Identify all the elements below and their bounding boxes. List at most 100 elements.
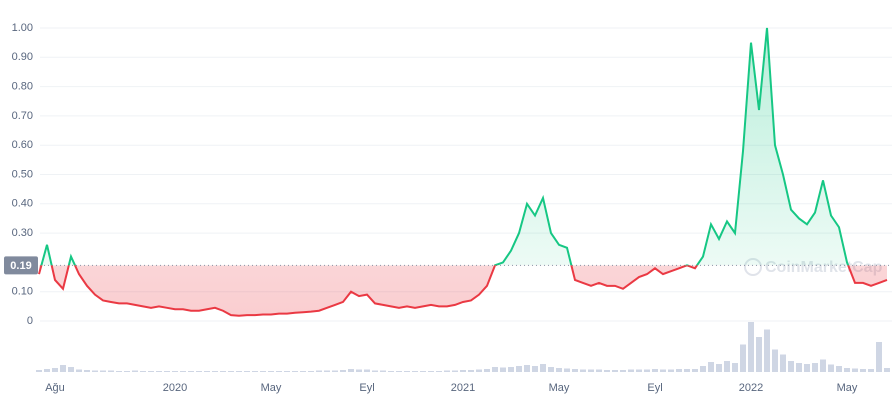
volume-bar (500, 367, 506, 372)
volume-bar (836, 366, 842, 372)
volume-bar (316, 370, 322, 372)
volume-bar (516, 366, 522, 372)
volume-bar (684, 369, 690, 372)
volume-bar (628, 369, 634, 372)
volume-bar (868, 369, 874, 372)
volume-bar (68, 367, 74, 372)
volume-bar (484, 369, 490, 372)
volume-bar (420, 371, 426, 372)
volume-bar (732, 363, 738, 372)
volume-bar (220, 371, 226, 372)
volume-bar (108, 370, 114, 372)
volume-bar (556, 368, 562, 372)
volume-bar (876, 342, 882, 372)
volume-bar (172, 371, 178, 372)
volume-bar (788, 361, 794, 372)
volume-bar (124, 371, 130, 372)
volume-bar (780, 354, 786, 372)
volume-bar (724, 361, 730, 372)
x-tick-label: 2022 (739, 382, 763, 394)
volume-bar (700, 366, 706, 372)
volume-bar (356, 369, 362, 372)
volume-bar (852, 368, 858, 372)
y-tick-label: 0 (27, 315, 33, 327)
baseline-label: 0.19 (10, 260, 31, 272)
volume-bar (156, 371, 162, 372)
volume-bar (532, 366, 538, 372)
volume-bar (668, 369, 674, 372)
volume-bar (380, 370, 386, 372)
volume-bar (620, 370, 626, 372)
y-tick-label: 0.70 (12, 110, 33, 122)
volume-bar (524, 365, 530, 372)
volume-bar (364, 369, 370, 372)
y-tick-label: 0.30 (12, 227, 33, 239)
volume-bar (676, 369, 682, 372)
y-tick-label: 1.00 (12, 22, 33, 34)
volume-bar (84, 370, 90, 372)
volume-bar (460, 370, 466, 372)
volume-bar (828, 364, 834, 372)
volume-bar (228, 371, 234, 372)
volume-bar (860, 369, 866, 372)
volume-bar (588, 369, 594, 372)
volume-bar (548, 367, 554, 372)
volume-bar (612, 370, 618, 372)
volume-bar (44, 369, 50, 372)
volume-bar (164, 371, 170, 372)
volume-bar (212, 371, 218, 372)
volume-bar (492, 367, 498, 372)
volume-bar (340, 370, 346, 372)
y-tick-label: 0.40 (12, 198, 33, 210)
baseline-label-bg (4, 256, 38, 275)
volume-bar (468, 370, 474, 372)
volume-bar (140, 371, 146, 372)
volume-bar (740, 344, 746, 372)
volume-bar (284, 371, 290, 372)
volume-bar (820, 359, 826, 372)
volume-bar (236, 371, 242, 372)
volume-bar (436, 371, 442, 372)
line-below (38, 265, 888, 317)
x-tick-label: May (261, 382, 282, 394)
volume-bar (796, 363, 802, 372)
y-tick-label: 0.60 (12, 139, 33, 151)
volume-bar (36, 370, 42, 372)
x-tick-label: 2020 (163, 382, 187, 394)
volume-bar (300, 371, 306, 372)
volume-bar (252, 371, 258, 372)
line-above (40, 27, 850, 266)
volume-bar (276, 371, 282, 372)
volume-bar (132, 370, 138, 372)
y-tick-label: 0.10 (12, 286, 33, 298)
volume-bar (572, 369, 578, 372)
volume-bar (260, 371, 266, 372)
volume-bar (716, 364, 722, 372)
volume-bar (540, 364, 546, 372)
volume-bar (644, 369, 650, 372)
volume-bar (564, 368, 570, 372)
volume-bar (404, 371, 410, 372)
volume-bar (92, 370, 98, 372)
volume-bar (756, 337, 762, 372)
volume-bar (412, 371, 418, 372)
volume-bar (452, 370, 458, 372)
volume-bar (772, 349, 778, 372)
volume-bar (308, 371, 314, 372)
area-below (39, 265, 887, 316)
volume-bar (636, 369, 642, 372)
volume-bar (372, 370, 378, 372)
volume-bar (396, 371, 402, 372)
volume-bar (804, 364, 810, 372)
volume-bar (508, 367, 514, 372)
volume-bar (324, 370, 330, 372)
volume-bar (204, 371, 210, 372)
volume-bar (764, 329, 770, 372)
volume-bar (844, 368, 850, 372)
volume-bar (580, 369, 586, 372)
volume-bar (708, 362, 714, 372)
volume-bar (428, 371, 434, 372)
volume-bar (188, 371, 194, 372)
